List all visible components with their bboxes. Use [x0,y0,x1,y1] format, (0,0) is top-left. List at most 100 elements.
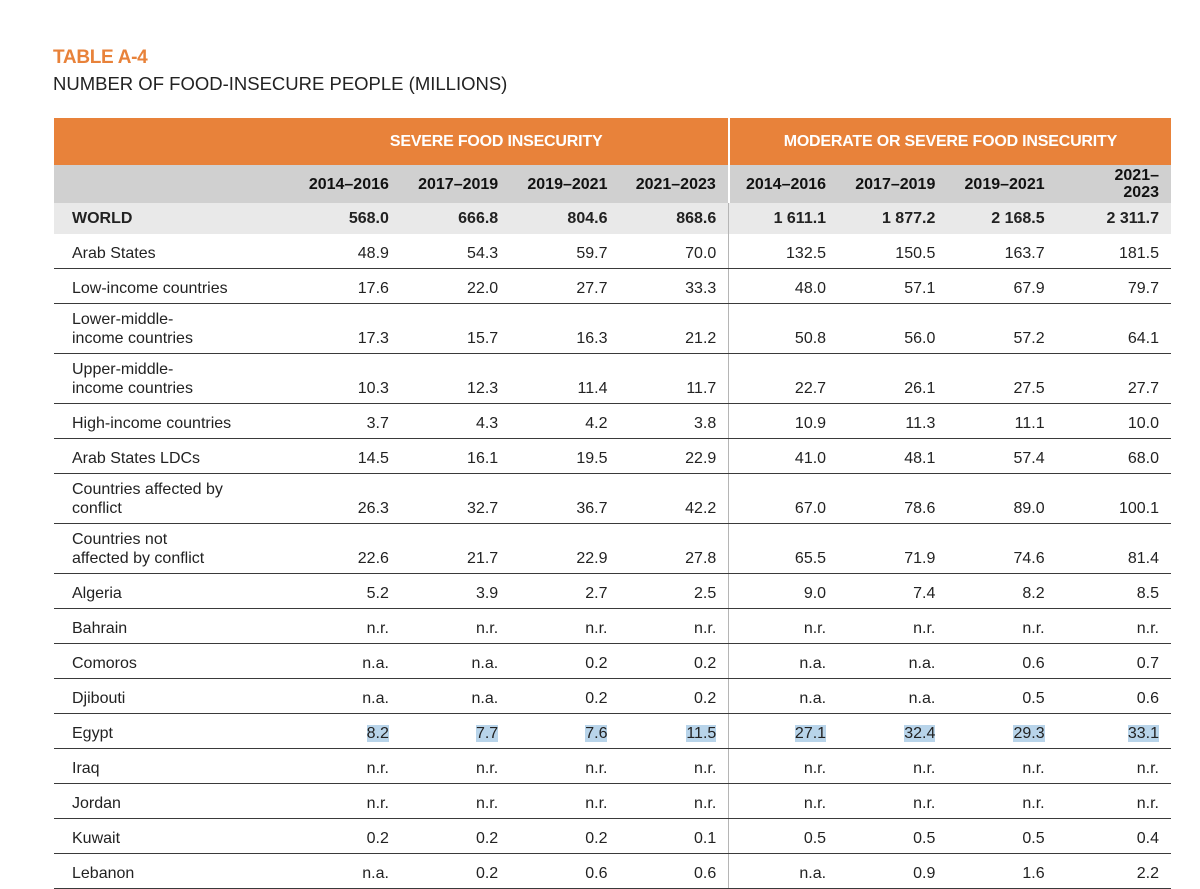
cell-value: 2.7 [585,585,608,602]
table-row: Djibouti n.a. n.a. 0.2 0.2 n.a. n.a. 0.5 0.6 [54,678,1171,714]
cell-value: 81.4 [1127,550,1159,567]
cell-value: 21.7 [467,550,499,567]
table-cell: n.r. [838,608,948,644]
cell-value: 0.5 [803,830,827,847]
group-header-moderate-severe: MODERATE OR SEVERE FOOD INSECURITY [727,118,1171,165]
table-cell: 2.2 [1056,853,1171,889]
cell-value: 1.6 [1022,865,1045,882]
table-cell: 7.7 [400,713,511,749]
cell-value: 89.0 [1013,500,1045,517]
table-cell: 0.6 [619,853,729,889]
cell-value: 0.4 [1136,830,1159,847]
table-cell: 26.3 [264,473,401,524]
row-label: Egypt [54,713,265,749]
table-cell: 27.7 [1056,353,1171,404]
cell-value: 12.3 [467,380,499,397]
table-cell: n.r. [510,608,620,644]
table-cell: 64.1 [1056,303,1171,354]
cell-value: 2 168.5 [991,209,1045,227]
table-cell: 68.0 [1056,438,1171,474]
table-cell: 11.1 [947,403,1057,439]
table-row: Lower-middle-income countries 17.3 15.7 16.… [54,303,1171,354]
table-cell: 56.0 [838,303,948,354]
table-body: WORLD 568.0 666.8 804.6 868.6 1 611.1 1 877.2 2… [54,203,1171,889]
cell-value: n.r. [1022,795,1045,812]
cell-value: 59.7 [576,245,608,262]
table-cell: 5.2 [264,573,401,609]
cell-value: 181.5 [1118,245,1159,262]
row-label: Algeria [54,573,265,609]
table-cell: 10.3 [264,353,401,404]
cell-value: n.a. [362,655,389,672]
cell-value: n.r. [475,760,499,777]
table-cell: n.r. [510,748,620,784]
cell-value: 17.3 [357,330,389,347]
cell-value: 0.9 [913,865,936,882]
table-row: Countries not affected by conflict 22.6 21… [54,523,1171,574]
table-cell: 54.3 [400,234,511,269]
table-row: Jordan n.r. n.r. n.r. n.r. n.r. n.r. n.r. n.r. [54,783,1171,819]
table-cell: 41.0 [728,438,839,474]
cell-value: 0.2 [475,830,499,847]
cell-value: 33.1 [1127,725,1159,742]
table-cell: 27.8 [619,523,729,574]
table-cell: n.r. [728,608,839,644]
cell-value: 0.2 [585,690,608,707]
cell-value: 5.2 [366,585,389,602]
table-cell: 15.7 [400,303,511,354]
table-cell: 17.3 [264,303,401,354]
cell-value: n.r. [1136,620,1159,637]
cell-value: 0.5 [913,830,936,847]
table-cell: n.r. [947,608,1057,644]
table-title: NUMBER OF FOOD-INSECURE PEOPLE (MILLIONS… [53,73,508,94]
table-row: Upper-middle-income countries 10.3 12.3 11.… [54,353,1171,404]
row-label: Arab States [54,234,265,269]
cell-value: 0.6 [694,865,717,882]
cell-value: 0.2 [366,830,389,847]
table-cell: 568.0 [264,203,401,234]
table-row: Comoros n.a. n.a. 0.2 0.2 n.a. n.a. 0.6 0.7 [54,643,1171,679]
group-header-row: SEVERE FOOD INSECURITY MODERATE OR SEVER… [54,118,1171,165]
cell-value: 74.6 [1013,550,1045,567]
table-row: Iraq n.r. n.r. n.r. n.r. n.r. n.r. n.r. n.r. [54,748,1171,784]
table-cell: 7.6 [510,713,620,749]
table-cell: 4.3 [400,403,511,439]
cell-value: 50.8 [794,330,827,347]
table-cell: n.r. [619,748,729,784]
table-cell: 27.7 [510,268,620,304]
table-cell: 48.0 [728,268,839,304]
table-cell: n.a. [264,643,401,679]
table-row-world: WORLD 568.0 666.8 804.6 868.6 1 611.1 1 877.2 2… [54,203,1171,234]
table-cell: n.r. [400,748,511,784]
cell-value: 57.4 [1013,450,1045,467]
table-cell: 81.4 [1056,523,1171,574]
cell-value: 22.6 [357,550,389,567]
row-label: Djibouti [54,678,265,714]
cell-value: 132.5 [786,245,827,262]
cell-value: n.a. [799,690,827,707]
cell-value: 0.2 [694,655,717,672]
cell-value: 11.7 [686,380,717,397]
table-cell: 78.6 [838,473,948,524]
cell-value: 0.1 [694,830,717,847]
table-cell: 26.1 [838,353,948,404]
cell-value: 7.4 [913,585,936,602]
cell-value: 27.5 [1013,380,1045,397]
cell-value: n.r. [913,620,936,637]
row-label: Lebanon [54,853,265,889]
table-cell: n.r. [728,748,839,784]
cell-value: 27.7 [576,280,608,297]
table-cell: n.a. [264,678,401,714]
cell-value: 36.7 [576,500,608,517]
table-cell: 0.2 [510,678,620,714]
table-cell: n.a. [264,853,401,889]
cell-value: 48.9 [357,245,389,262]
table-cell: 33.3 [619,268,729,304]
table-row: Arab States 48.9 54.3 59.7 70.0 132.5 150.5 163… [54,234,1171,269]
table-cell: 0.5 [838,818,948,854]
cell-value: 3.9 [475,585,499,602]
cell-value: n.r. [803,620,827,637]
cell-value: 14.5 [357,450,389,467]
cell-value: 7.6 [585,725,608,742]
table-cell: n.a. [400,643,511,679]
